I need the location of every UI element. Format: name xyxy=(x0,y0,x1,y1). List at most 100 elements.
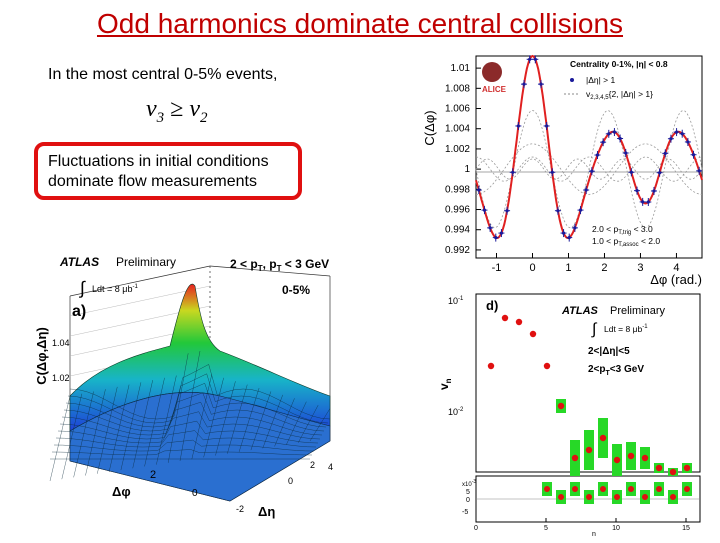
alice-ytick-label: 0.994 xyxy=(445,225,470,236)
vn-figure: 10-1 10-2 vn d) ATLAS Preliminary ∫ Ldt … xyxy=(437,290,712,538)
alice-legend-marker xyxy=(570,78,574,82)
vn-point xyxy=(501,314,509,322)
alice-legend-entry2: v2,3,4,5{2, |Δη| > 1} xyxy=(586,89,653,101)
atlas-mesh-row xyxy=(57,420,319,444)
atlas-mesh-line xyxy=(203,377,224,458)
formula-lhs-sub: 3 xyxy=(156,109,165,126)
atlas-eta-tick-4: 4 xyxy=(328,462,333,472)
formula-op: ≥ xyxy=(170,96,184,122)
callout-box: Fluctuations in initial conditions domin… xyxy=(34,142,302,200)
alice-plot-svg: C(Δφ) 0.992 0.994 0.996 0.998 1 1.002 1.004 1.0… xyxy=(422,54,703,287)
alice-xtick-label: -1 xyxy=(492,262,502,274)
alice-ytick-label: 1.008 xyxy=(445,83,470,94)
alice-point xyxy=(680,132,684,136)
atlas-mesh-line xyxy=(85,389,106,476)
atlas-mesh-row xyxy=(65,383,327,428)
vn-frame xyxy=(475,293,701,473)
vn-integral-icon: ∫ xyxy=(591,321,598,338)
atlas-mesh-line xyxy=(215,381,236,456)
formula-rhs: v xyxy=(189,96,200,122)
atlas-eta-tick-0: 0 xyxy=(288,476,293,486)
alice-point xyxy=(528,57,532,61)
atlas-3d-figure: ATLAS Preliminary 2 < pT, pT < 3 GeV 0-5… xyxy=(30,246,360,536)
vn-ytick-1: 10-1 xyxy=(448,296,464,306)
atlas-mesh-row xyxy=(67,373,329,424)
atlas-mesh-row xyxy=(53,439,315,452)
atlas-mesh-line xyxy=(132,380,153,469)
alice-point xyxy=(607,132,611,136)
vn-xtick-label: 10 xyxy=(612,525,620,532)
vn-panel-label: d) xyxy=(486,298,498,313)
atlas-surface-mesh xyxy=(49,350,331,482)
alice-harmonic-v5 xyxy=(475,158,703,180)
alice-xtick-label: 2 xyxy=(601,262,607,274)
atlas-mesh-row xyxy=(69,364,331,420)
vn-point xyxy=(683,464,691,472)
alice-logo: ALICE xyxy=(482,62,507,94)
alice-ytick-label: 1.01 xyxy=(451,63,471,74)
alice-point xyxy=(618,136,622,141)
atlas-mesh-line xyxy=(144,377,165,467)
alice-ytick-label: 0.992 xyxy=(445,245,470,256)
atlas-centrality: 0-5% xyxy=(282,283,310,297)
alice-point xyxy=(573,226,577,230)
alice-point xyxy=(624,151,628,155)
atlas-mesh-line xyxy=(120,382,142,471)
alice-point xyxy=(516,124,520,128)
vn-data-points xyxy=(487,314,692,476)
atlas-phi-tick-2: 2 xyxy=(150,469,156,481)
alice-xticks: -1 0 1 2 3 4 xyxy=(492,253,680,274)
alice-logo-text: ALICE xyxy=(482,85,507,94)
alice-point xyxy=(658,171,662,175)
atlas-mesh-line xyxy=(168,353,189,463)
formula-rhs-sub: 2 xyxy=(199,109,208,126)
alice-point xyxy=(584,188,588,192)
vn-lower-point xyxy=(572,486,578,492)
atlas-mesh-line xyxy=(61,393,82,480)
formula-lhs: v xyxy=(146,96,157,122)
vn-lower-point xyxy=(656,486,662,492)
alice-ytick-label: 1 xyxy=(464,164,470,175)
alice-xtick-label: 3 xyxy=(637,262,643,274)
alice-point xyxy=(533,57,537,61)
vn-xtick-label: 5 xyxy=(544,525,548,532)
atlas-pt-cut: 2 < pT, pT < 3 GeV xyxy=(230,257,329,273)
alice-legend-title: Centrality 0-1%, |η| < 0.8 xyxy=(570,59,668,69)
atlas-eta-tick--2: -2 xyxy=(236,504,244,514)
atlas-integral-icon: ∫ xyxy=(78,278,86,298)
vn-lower-point xyxy=(684,486,690,492)
atlas-mesh-line xyxy=(309,408,331,442)
callout-line-1: Fluctuations in initial conditions xyxy=(48,153,269,170)
alice-xtick-label: 1 xyxy=(565,262,571,274)
vn-lower-point xyxy=(628,486,634,492)
vn-point xyxy=(641,454,649,462)
alice-correlation-figure: C(Δφ) 0.992 0.994 0.996 0.998 1 1.002 1.004 1.0… xyxy=(420,48,710,288)
vn-status: Preliminary xyxy=(610,305,666,317)
atlas-mesh-row xyxy=(63,392,325,432)
alice-logo-icon xyxy=(482,62,502,82)
intro-text: In the most central 0-5% events, xyxy=(48,66,278,83)
alice-point xyxy=(567,235,571,240)
vn-ylabel: vn xyxy=(440,378,453,390)
vn-lower-point xyxy=(600,486,606,492)
alice-point xyxy=(629,170,633,174)
alice-point xyxy=(556,209,560,213)
alice-point xyxy=(590,169,594,173)
alice-point xyxy=(488,226,492,230)
vn-lower-point xyxy=(670,494,676,500)
vn-eta-cut: 2<|Δη|<5 xyxy=(588,346,630,357)
atlas-phi-tick-0: 0 xyxy=(192,488,198,499)
alice-xtick-label: 0 xyxy=(529,262,535,274)
alice-point xyxy=(511,170,515,174)
vn-lower-exp: x10-3 xyxy=(462,479,476,488)
alice-point xyxy=(652,189,656,193)
alice-ytick-label: 1.002 xyxy=(445,144,470,155)
vn-xticks: 0 5 10 15 xyxy=(474,518,690,532)
alice-point xyxy=(697,169,701,173)
callout-line-2: dominate flow measurements xyxy=(48,173,257,190)
vn-lower-point xyxy=(642,494,648,500)
alice-point xyxy=(482,208,487,212)
alice-point xyxy=(641,200,645,204)
atlas-status: Preliminary xyxy=(116,255,176,269)
atlas-zlabel: C(Δφ,Δη) xyxy=(34,327,49,385)
